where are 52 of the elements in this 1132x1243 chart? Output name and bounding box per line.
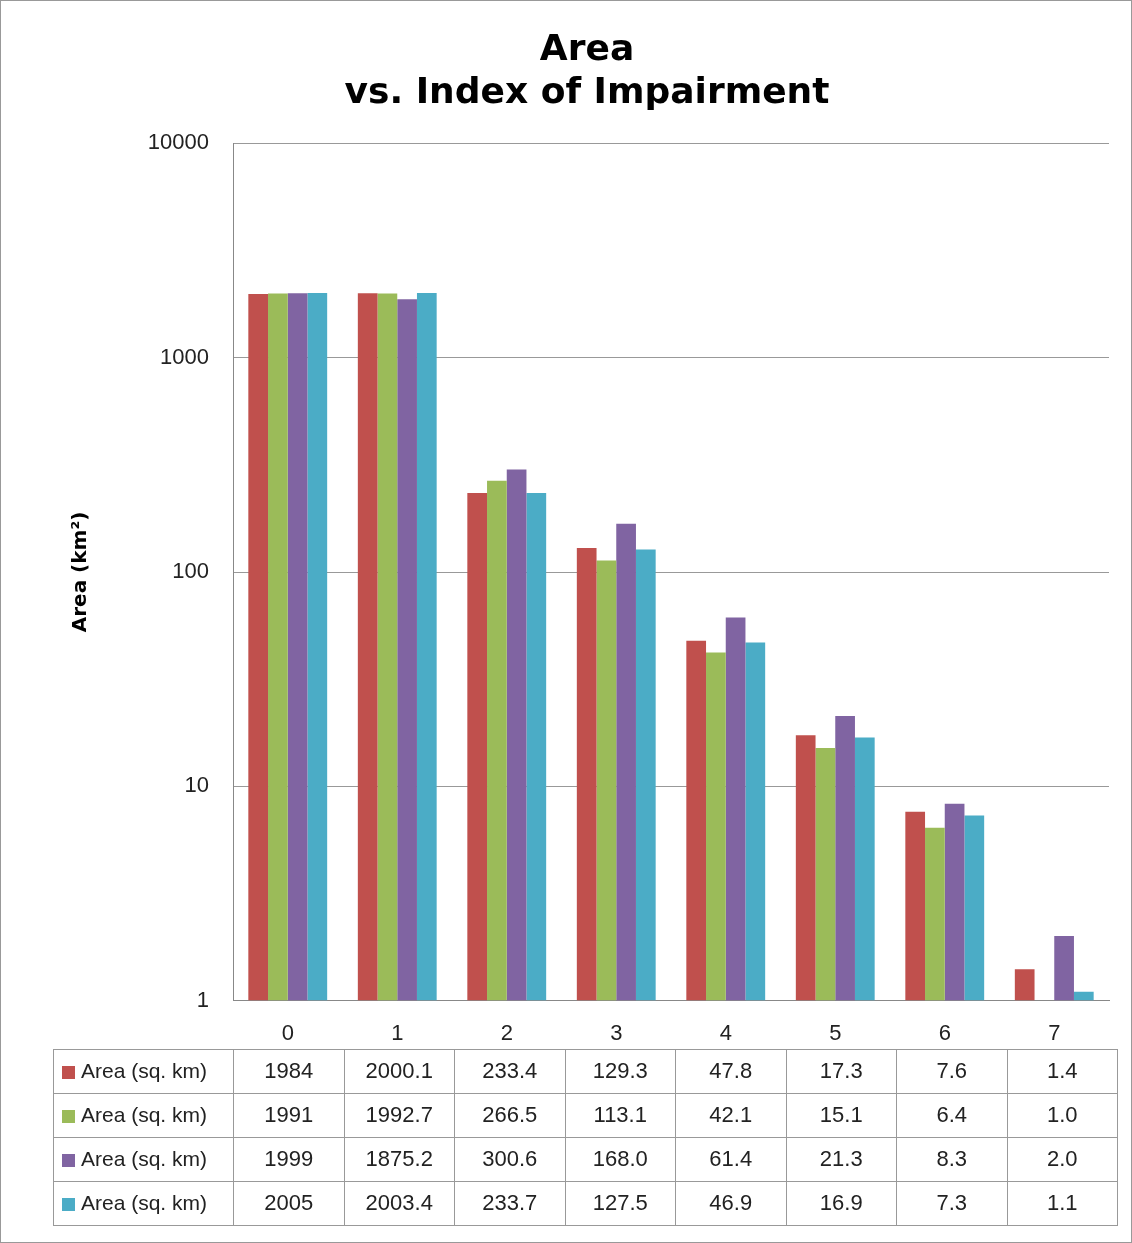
data-label: 1984: [233, 1049, 344, 1094]
data-label: 2003.4: [344, 1181, 455, 1226]
data-label: 8.3: [896, 1137, 1007, 1182]
data-label: 127.5: [565, 1181, 676, 1226]
data-label: 1.4: [1007, 1049, 1118, 1094]
x-tick-label: 3: [610, 1019, 623, 1045]
legend-label: Area (sq. km): [53, 1049, 234, 1094]
data-label: 46.9: [675, 1181, 786, 1226]
legend-label: Area (sq. km): [53, 1181, 234, 1226]
legend-label: Area (sq. km): [53, 1093, 234, 1138]
y-tick-label: 100: [172, 558, 209, 584]
data-label: 2005: [233, 1181, 344, 1226]
data-label: 1992.7: [344, 1093, 455, 1138]
data-label: 15.1: [786, 1093, 897, 1138]
y-tick-label: 1000: [160, 343, 209, 369]
data-label: 300.6: [454, 1137, 565, 1182]
y-tick-label: 10: [184, 772, 209, 798]
legend-label: Area (sq. km): [53, 1137, 234, 1182]
data-label: 6.4: [896, 1093, 1007, 1138]
y-axis-title: Area (km²): [67, 511, 92, 633]
data-label: 1991: [233, 1093, 344, 1138]
x-tick-label: 1: [391, 1019, 404, 1045]
data-label: 233.4: [454, 1049, 565, 1094]
x-tick-label: 6: [938, 1019, 951, 1045]
data-label: 42.1: [675, 1093, 786, 1138]
data-label: 1999: [233, 1137, 344, 1182]
data-label: 21.3: [786, 1137, 897, 1182]
x-tick-label: 0: [281, 1019, 294, 1045]
x-tick-label: 5: [829, 1019, 842, 1045]
data-label: 1.1: [1007, 1181, 1118, 1226]
data-label: 17.3: [786, 1049, 897, 1094]
data-label: 2.0: [1007, 1137, 1118, 1182]
y-tick-label: 10000: [147, 129, 209, 155]
data-label: 47.8: [675, 1049, 786, 1094]
x-tick-label: 7: [1048, 1019, 1061, 1045]
data-label: 7.6: [896, 1049, 1007, 1094]
data-label: 1875.2: [344, 1137, 455, 1182]
data-label: 168.0: [565, 1137, 676, 1182]
data-label: 16.9: [786, 1181, 897, 1226]
data-label: 2000.1: [344, 1049, 455, 1094]
chart-subtitle: vs. Index of Impairment: [344, 70, 830, 112]
x-tick-label: 4: [719, 1019, 732, 1045]
data-label: 1.0: [1007, 1093, 1118, 1138]
data-label: 113.1: [565, 1093, 676, 1138]
data-label: 61.4: [675, 1137, 786, 1182]
data-label: 233.7: [454, 1181, 565, 1226]
data-label: 266.5: [454, 1093, 565, 1138]
x-tick-label: 2: [500, 1019, 513, 1045]
data-label: 129.3: [565, 1049, 676, 1094]
y-tick-label: 1: [196, 986, 209, 1012]
data-label: 7.3: [896, 1181, 1007, 1226]
chart-title: Area: [539, 26, 635, 68]
